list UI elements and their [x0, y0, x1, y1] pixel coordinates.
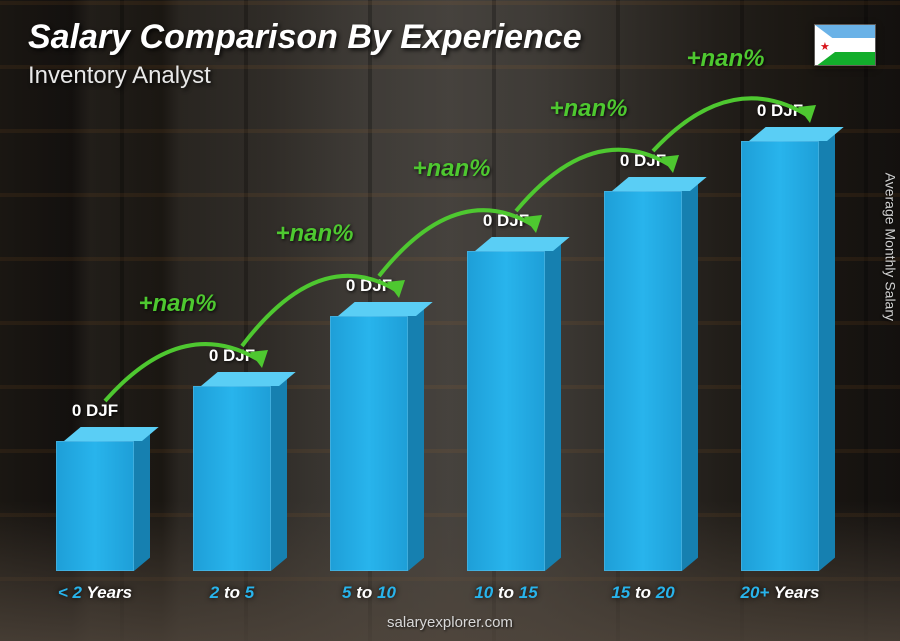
footer-attribution: salaryexplorer.com	[0, 614, 900, 631]
bar-category-label: 20+ Years	[715, 583, 845, 603]
delta-label: +nan%	[687, 45, 765, 73]
flag-star-icon: ★	[820, 40, 830, 53]
chart-subtitle: Inventory Analyst	[28, 62, 211, 90]
y-axis-label: Average Monthly Salary	[882, 172, 898, 320]
bar-category-label: 5 to 10	[304, 583, 434, 603]
country-flag: ★	[814, 24, 876, 66]
bar-category-label: 10 to 15	[441, 583, 571, 603]
chart-title: Salary Comparison By Experience	[28, 18, 582, 57]
infographic-container: Salary Comparison By Experience Inventor…	[0, 0, 900, 641]
bar-category-label: < 2 Years	[30, 583, 160, 603]
delta-arrow-icon	[40, 101, 860, 571]
bar-category-label: 15 to 20	[578, 583, 708, 603]
bar-chart: 0 DJF< 2 Years0 DJF2 to 5+nan%0 DJF5 to …	[40, 101, 860, 571]
bar-category-label: 2 to 5	[167, 583, 297, 603]
